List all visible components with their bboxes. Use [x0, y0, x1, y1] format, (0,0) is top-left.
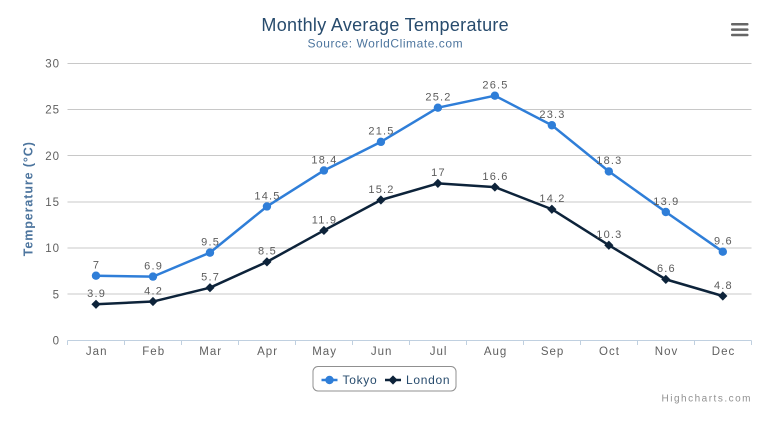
svg-text:Source: WorldClimate.com: Source: WorldClimate.com [307, 37, 463, 51]
svg-text:7: 7 [93, 260, 100, 272]
svg-text:4.2: 4.2 [144, 285, 163, 297]
svg-text:Nov: Nov [655, 346, 678, 358]
svg-text:0: 0 [53, 336, 60, 348]
svg-text:Dec: Dec [712, 346, 735, 358]
svg-text:Mar: Mar [199, 346, 222, 358]
svg-text:10: 10 [45, 243, 60, 255]
svg-text:10.3: 10.3 [596, 229, 622, 241]
svg-text:9.5: 9.5 [201, 236, 220, 248]
svg-text:15: 15 [45, 197, 60, 209]
svg-text:6.9: 6.9 [144, 260, 163, 272]
svg-text:Temperature (°C): Temperature (°C) [22, 141, 36, 256]
svg-text:18.4: 18.4 [311, 154, 337, 166]
svg-text:21.5: 21.5 [368, 126, 394, 138]
svg-text:30: 30 [45, 59, 60, 71]
svg-text:5.7: 5.7 [201, 272, 220, 284]
svg-text:Feb: Feb [142, 346, 165, 358]
svg-text:15.2: 15.2 [368, 184, 394, 196]
svg-text:Jan: Jan [86, 346, 108, 358]
svg-text:Monthly Average Temperature: Monthly Average Temperature [261, 15, 509, 35]
svg-text:25.2: 25.2 [425, 92, 451, 104]
svg-text:17: 17 [431, 167, 446, 179]
svg-text:9.6: 9.6 [714, 236, 733, 248]
svg-text:11.9: 11.9 [312, 214, 337, 226]
svg-text:14.2: 14.2 [539, 193, 565, 205]
svg-text:20: 20 [45, 151, 60, 163]
svg-text:May: May [312, 346, 337, 358]
svg-text:Apr: Apr [257, 346, 278, 358]
svg-text:Jul: Jul [430, 346, 448, 358]
svg-text:13.9: 13.9 [653, 196, 679, 208]
svg-text:Oct: Oct [599, 346, 620, 358]
svg-text:23.3: 23.3 [539, 109, 565, 121]
svg-text:Jun: Jun [371, 346, 393, 358]
svg-text:Aug: Aug [484, 346, 507, 358]
svg-text:16.6: 16.6 [482, 171, 508, 183]
svg-text:Sep: Sep [541, 346, 564, 358]
svg-text:8.5: 8.5 [258, 246, 277, 258]
svg-text:Highcharts.com: Highcharts.com [662, 394, 752, 405]
svg-text:26.5: 26.5 [482, 80, 508, 92]
svg-text:25: 25 [45, 105, 60, 117]
svg-text:18.3: 18.3 [596, 155, 622, 167]
svg-text:14.5: 14.5 [254, 190, 280, 202]
svg-text:5: 5 [53, 289, 60, 301]
svg-text:Tokyo: Tokyo [343, 373, 378, 387]
svg-text:4.8: 4.8 [714, 280, 733, 292]
svg-text:3.9: 3.9 [87, 288, 106, 300]
svg-text:London: London [406, 373, 450, 387]
svg-text:6.6: 6.6 [657, 263, 676, 275]
